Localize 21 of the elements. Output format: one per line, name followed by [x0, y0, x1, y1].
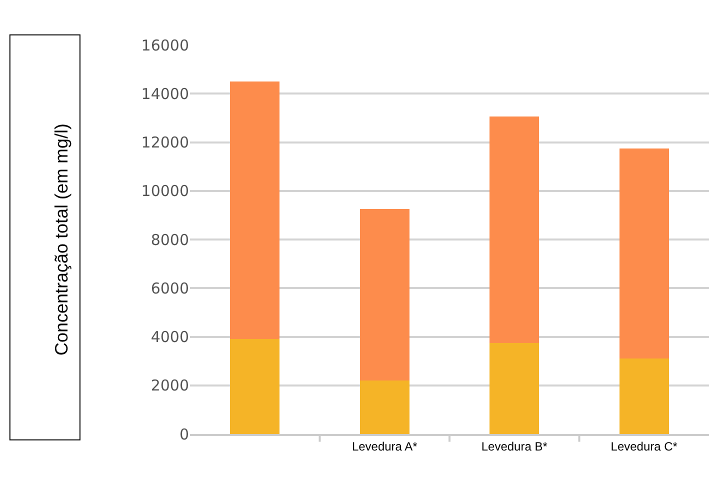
y-tick-label: 2000 [150, 376, 189, 395]
bar [490, 116, 540, 343]
y-tick-label: 10000 [141, 182, 189, 200]
bar [619, 148, 669, 359]
x-tick-label: Levedura A* [352, 439, 418, 454]
bar [360, 209, 410, 381]
bar [490, 342, 540, 434]
y-tick-label: 16000 [141, 36, 189, 54]
bar [360, 380, 410, 434]
y-tick-label: 12000 [141, 134, 189, 152]
y-tick-label: 8000 [150, 230, 189, 249]
y-tick-label: 14000 [141, 84, 189, 103]
bar [230, 339, 280, 434]
y-axis-title: Concentração total (em mg/l) [51, 123, 72, 356]
y-tick-label: 6000 [150, 279, 189, 298]
bar [230, 81, 280, 340]
y-tick-label: 0 [179, 425, 189, 444]
bar [619, 358, 669, 434]
y-tick-label: 4000 [150, 328, 189, 346]
x-tick-label: Levedura B* [481, 439, 548, 454]
x-tick-label: Levedura C* [610, 439, 678, 454]
